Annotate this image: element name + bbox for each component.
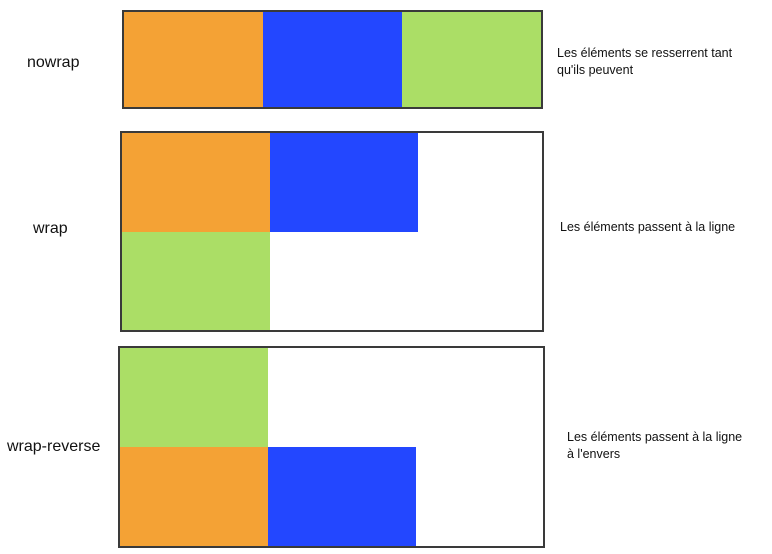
description-nowrap: Les éléments se resserrent tant qu'ils p… — [557, 45, 732, 79]
description-line: Les éléments passent à la ligne — [560, 220, 736, 234]
box-orange — [120, 447, 268, 546]
description-line: Les éléments se resserrent tant — [557, 46, 733, 60]
box-green — [120, 348, 268, 447]
description-line: à l'envers — [567, 447, 621, 461]
box-orange — [122, 133, 270, 232]
box-orange — [124, 12, 263, 107]
box-blue — [263, 12, 402, 107]
box-green — [402, 12, 541, 107]
description-wrap: Les éléments passent à la ligne — [560, 219, 735, 236]
row-label-wrap: wrap — [33, 220, 68, 237]
flex-container-wrap — [120, 131, 544, 332]
description-line: qu'ils peuvent — [557, 63, 634, 77]
row-label-nowrap: nowrap — [27, 54, 80, 71]
description-wrap-reverse: Les éléments passent à la ligne à l'enve… — [567, 429, 742, 463]
flex-container-nowrap — [122, 10, 543, 109]
description-line: Les éléments passent à la ligne — [567, 430, 743, 444]
flex-container-wrap-reverse — [118, 346, 545, 548]
box-blue — [270, 133, 418, 232]
row-label-wrap-reverse: wrap-reverse — [7, 438, 101, 455]
box-green — [122, 232, 270, 330]
box-blue — [268, 447, 416, 546]
